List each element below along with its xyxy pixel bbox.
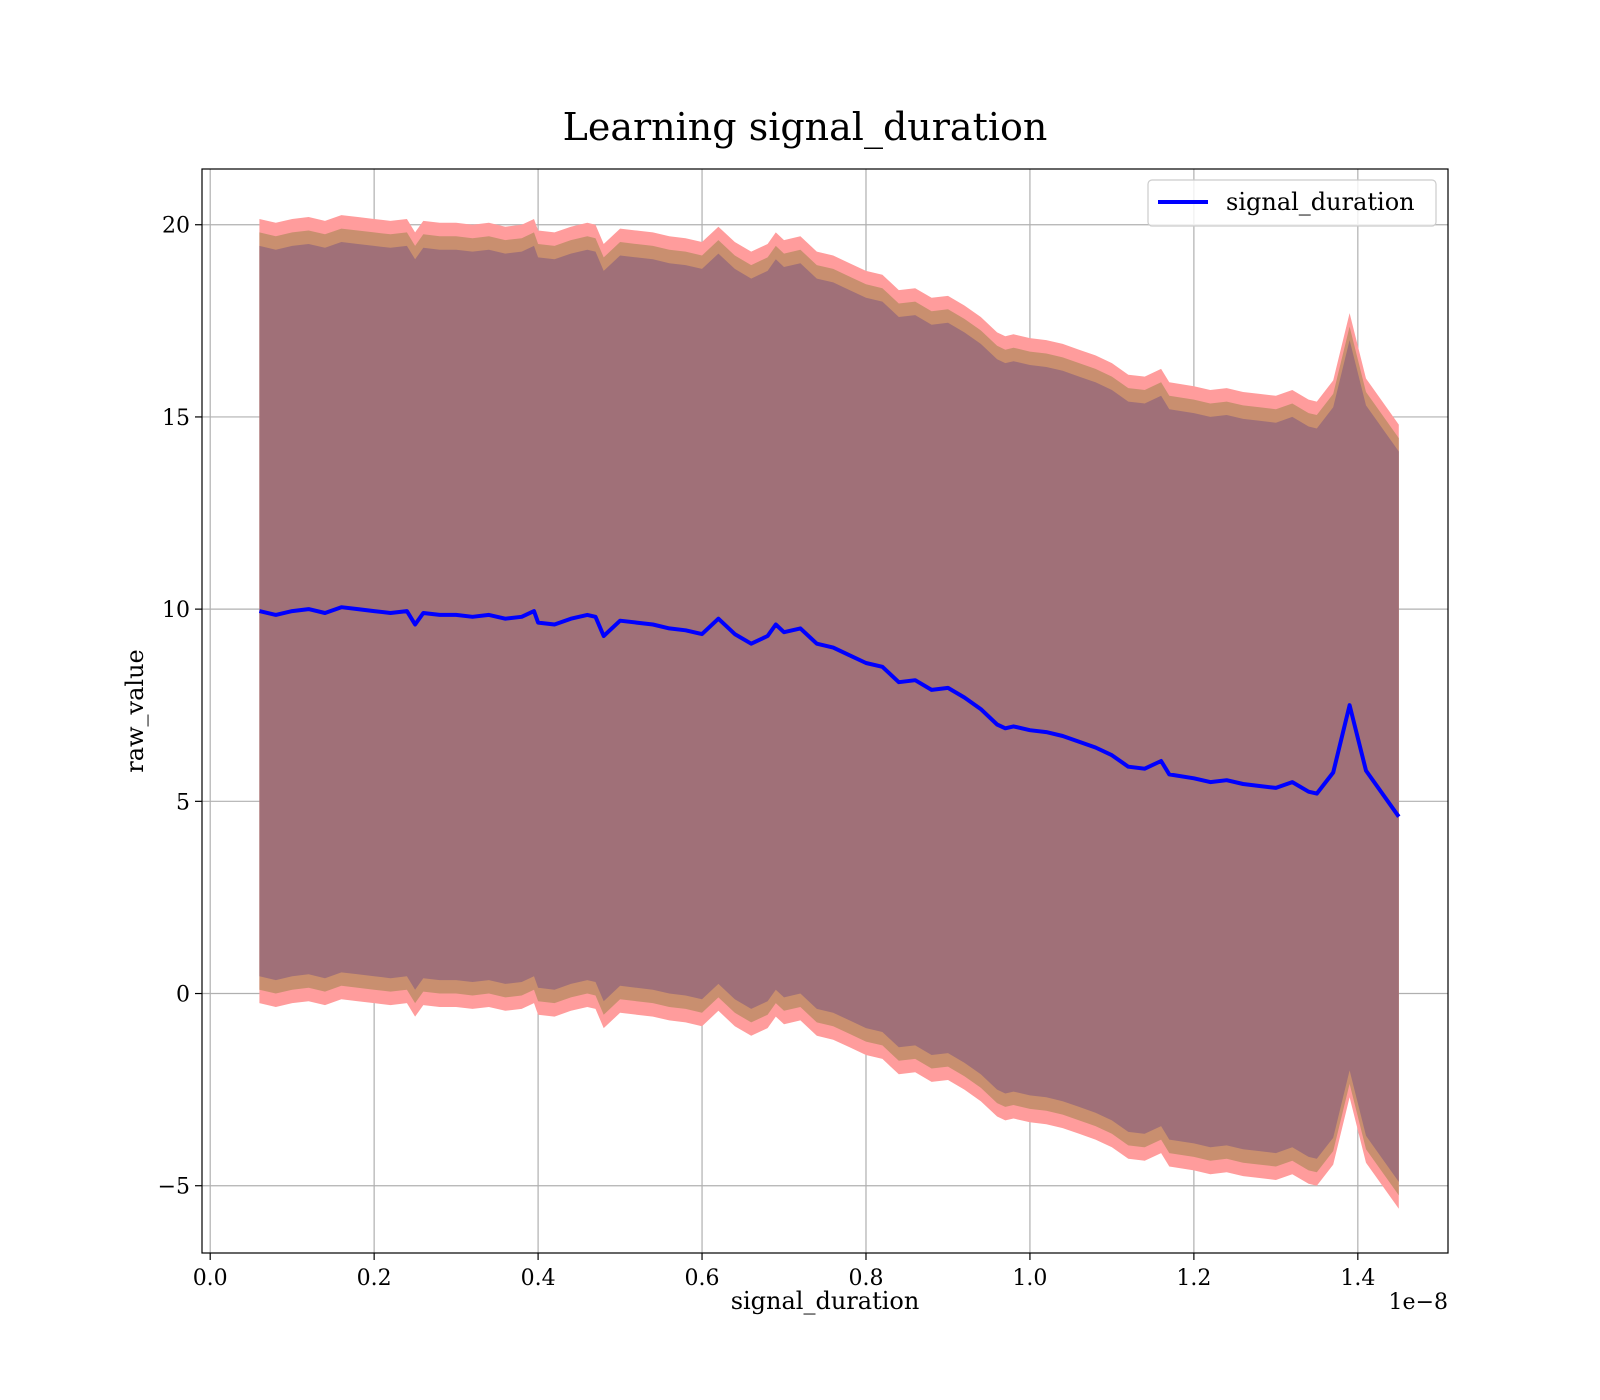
legend-box bbox=[1147, 179, 1437, 227]
x-axis-offset-text: 1e−8 bbox=[1389, 1290, 1448, 1315]
y-tick-label-1: 0 bbox=[176, 983, 190, 1008]
y-tick-label-4: 15 bbox=[162, 406, 190, 431]
y-tick-label-3: 10 bbox=[162, 598, 190, 623]
chart-title: Learning signal_duration bbox=[563, 105, 1048, 150]
y-axis-ticks: −5 0 5 10 15 20 bbox=[158, 214, 202, 1200]
x-tick-label-4: 0.8 bbox=[848, 1266, 883, 1291]
y-axis-label: raw_value bbox=[121, 649, 149, 773]
plot-area bbox=[201, 168, 1449, 1254]
plot-frame bbox=[201, 168, 1449, 1254]
series-line-signal-duration bbox=[258, 605, 1401, 818]
x-tick-label-5: 1.0 bbox=[1012, 1266, 1047, 1291]
band-inner bbox=[259, 242, 1399, 1182]
x-tick-label-6: 1.2 bbox=[1176, 1266, 1211, 1291]
legend-label-signal-duration: signal_duration bbox=[1226, 188, 1415, 216]
x-tick-label-0: 0.0 bbox=[193, 1266, 228, 1291]
y-tick-label-5: 20 bbox=[162, 214, 190, 239]
x-tick-label-1: 0.2 bbox=[357, 1266, 392, 1291]
x-axis-label: signal_duration bbox=[731, 1287, 920, 1315]
x-tick-label-2: 0.4 bbox=[521, 1266, 556, 1291]
y-tick-label-2: 5 bbox=[176, 790, 190, 815]
x-tick-label-7: 1.4 bbox=[1340, 1266, 1375, 1291]
confidence-bands bbox=[259, 215, 1399, 1209]
legend: signal_duration bbox=[1147, 179, 1437, 227]
x-tick-label-3: 0.6 bbox=[685, 1266, 720, 1291]
y-tick-label-0: −5 bbox=[158, 1175, 190, 1200]
x-axis-ticks: 0.0 0.2 0.4 0.6 0.8 1.0 1.2 1.4 bbox=[193, 1253, 1375, 1291]
